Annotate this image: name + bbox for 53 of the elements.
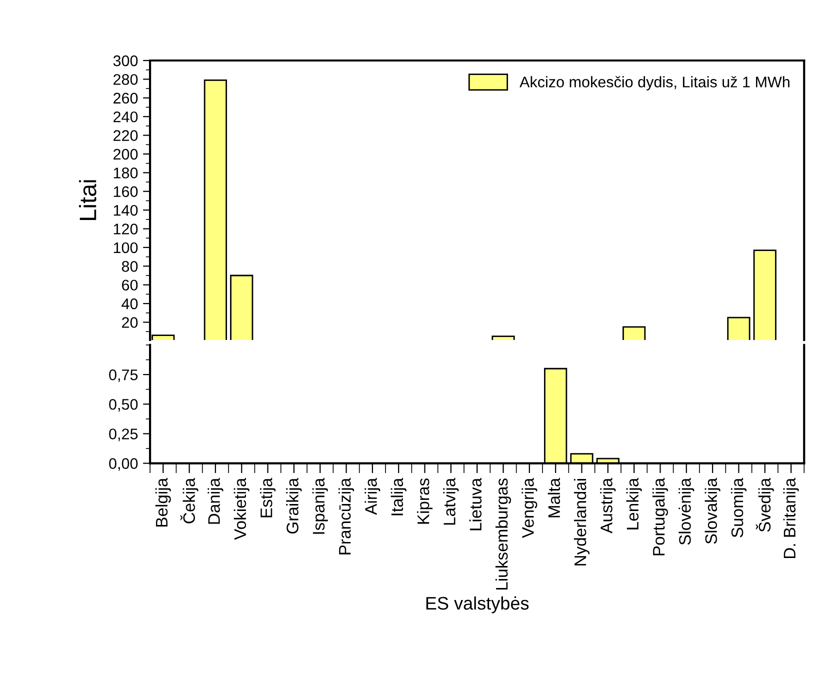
x-tick-label: Nyderlandai — [574, 478, 590, 566]
x-tick-label: Malta — [548, 478, 560, 518]
x-tick-label: Ispanija — [312, 478, 328, 534]
x-tick-label: Suomija — [730, 478, 746, 538]
x-tick-label: Austrija — [600, 478, 616, 534]
x-axis-title: ES valstybės — [426, 596, 529, 614]
bar — [622, 326, 646, 340]
x-tick-label: Graikija — [286, 478, 302, 534]
x-tick-label: Belgija — [155, 478, 171, 527]
y-axis-title: Litai — [78, 180, 96, 220]
x-tick-label: Airija — [364, 478, 380, 515]
bar — [727, 316, 750, 340]
y-tick-label: 20 — [122, 317, 138, 328]
x-tick-label: Portugalija — [652, 478, 668, 556]
y-tick-label: 80 — [122, 261, 138, 272]
x-tick-label: Vengrija — [522, 478, 538, 538]
y-tick-label: 260 — [114, 92, 138, 104]
y-tick-label: 100 — [114, 242, 138, 254]
legend-label: Akcizo mokesčio dydis, Litais už 1 MWh — [520, 76, 790, 90]
x-tick-label: Italija — [390, 478, 406, 516]
y-tick-label: 280 — [114, 74, 138, 85]
y-tick-label: 180 — [114, 168, 138, 178]
x-tick-label: Slovakija — [704, 478, 720, 544]
x-tick-label: Danija — [208, 478, 224, 524]
x-tick-label: Slovėnija — [678, 478, 694, 545]
x-tick-label: Lenkija — [626, 478, 642, 530]
y-tick-label: 0,00 — [109, 458, 138, 471]
x-tick-label: Latvija — [443, 478, 459, 525]
bar — [230, 274, 254, 340]
y-tick-label: 60 — [122, 280, 138, 291]
bar — [492, 336, 515, 340]
y-tick-label: 0,25 — [109, 428, 138, 442]
x-tick-label: Čekija — [180, 478, 198, 524]
y-tick-label: 240 — [114, 111, 138, 122]
y-tick-label: 120 — [114, 224, 138, 234]
y-tick-label: 160 — [114, 186, 138, 198]
y-tick-label: 300 — [113, 55, 138, 66]
x-tick-label: Švedija — [756, 478, 774, 532]
bar — [753, 250, 776, 340]
x-tick-label: D. Britanija — [783, 478, 799, 558]
y-tick-label: 140 — [114, 204, 138, 216]
x-tick-label: Estija — [260, 478, 276, 518]
x-tick-label: Kipras — [416, 478, 433, 524]
y-tick-label: 40 — [122, 298, 138, 310]
x-tick-label: Prancūzija — [338, 478, 354, 554]
y-tick-label: 0,75 — [109, 369, 138, 382]
bar — [204, 79, 228, 340]
x-tick-label: Vokietija — [234, 478, 250, 540]
y-tick-label: 220 — [114, 130, 138, 141]
x-tick-label: Liuksemburgas — [495, 478, 512, 590]
y-tick-label: 200 — [114, 148, 138, 160]
y-tick-label: 0,50 — [109, 398, 138, 412]
x-tick-label: Lietuva — [469, 478, 482, 530]
